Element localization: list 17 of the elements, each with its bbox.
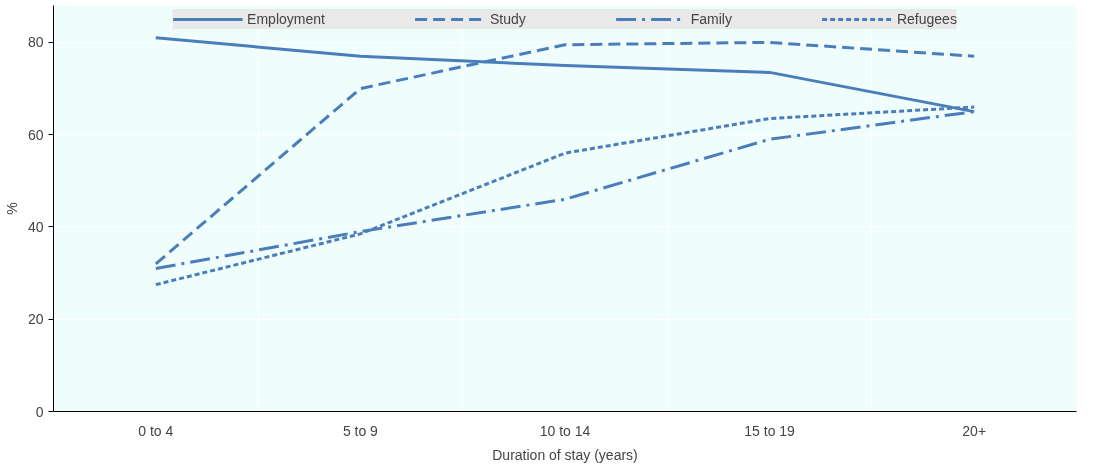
x-tick-label: 20+ [962, 422, 987, 439]
x-axis-title: Duration of stay (years) [492, 446, 638, 463]
x-tick-label: 15 to 19 [744, 422, 796, 439]
x-tick-label: 0 to 4 [138, 422, 174, 439]
y-tick-label: 80 [27, 34, 44, 51]
y-tick-label: 20 [27, 311, 44, 328]
legend-label: Study [489, 11, 526, 27]
y-tick-label: 40 [27, 218, 44, 235]
y-tick-label: 60 [27, 126, 44, 143]
legend-label: Employment [247, 11, 325, 27]
x-tick-label: 10 to 14 [539, 422, 591, 439]
legend-label: Refugees [896, 11, 957, 27]
line-series [154, 40, 976, 266]
x-tick-label: 5 to 9 [342, 422, 379, 439]
y-tick-label: 0 [35, 403, 44, 420]
legend-label: Family [690, 11, 732, 27]
y-axis-title: % [3, 202, 20, 215]
